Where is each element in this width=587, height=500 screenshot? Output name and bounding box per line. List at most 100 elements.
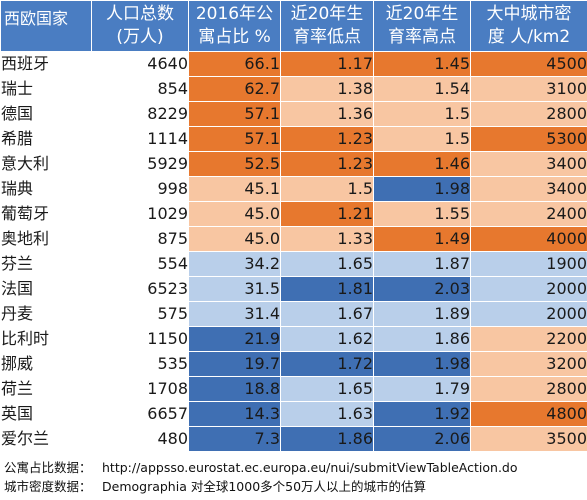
population-cell: 554 xyxy=(91,251,189,277)
population-cell: 1029 xyxy=(91,201,189,227)
fertility-low-cell: 1.63 xyxy=(280,401,374,427)
city-density-cell: 3500 xyxy=(470,426,587,452)
country-cell: 意大利 xyxy=(0,151,92,177)
fertility-low-cell: 1.65 xyxy=(280,251,374,277)
footer-apartment-url: http://appsso.eurostat.ec.europa.eu/nui/… xyxy=(102,460,518,475)
city-density-cell: 1900 xyxy=(470,251,587,277)
table-row: 荷兰 1708 18.8 1.65 1.79 2800 xyxy=(0,376,587,402)
population-cell: 1708 xyxy=(91,376,189,402)
population-cell: 480 xyxy=(91,426,189,452)
city-density-cell: 2800 xyxy=(470,376,587,402)
population-cell: 1150 xyxy=(91,326,189,352)
apartment-share-cell: 14.3 xyxy=(188,401,281,427)
apartment-share-cell: 57.1 xyxy=(188,126,281,152)
fertility-low-cell: 1.5 xyxy=(280,176,374,202)
fertility-low-cell: 1.36 xyxy=(280,101,374,127)
apartment-share-cell: 45.0 xyxy=(188,226,281,252)
fertility-low-cell: 1.67 xyxy=(280,301,374,327)
table-row: 西班牙 4640 66.1 1.17 1.45 4500 xyxy=(0,51,587,77)
fertility-low-cell: 1.65 xyxy=(280,376,374,402)
footer-density-label: 城市密度数据： xyxy=(4,479,92,494)
apartment-share-cell: 18.8 xyxy=(188,376,281,402)
header-city-density: 大中城市密度 人/km2 xyxy=(470,0,587,52)
fertility-high-cell: 1.98 xyxy=(373,176,471,202)
city-density-cell: 2400 xyxy=(470,201,587,227)
header-population: 人口总数 (万人) xyxy=(91,0,189,52)
population-cell: 875 xyxy=(91,226,189,252)
country-cell: 瑞士 xyxy=(0,76,92,102)
apartment-share-cell: 66.1 xyxy=(188,51,281,77)
city-density-cell: 3400 xyxy=(470,176,587,202)
table-row: 比利时 1150 21.9 1.62 1.86 2200 xyxy=(0,326,587,352)
city-density-cell: 2000 xyxy=(470,276,587,302)
apartment-share-cell: 7.3 xyxy=(188,426,281,452)
table-row: 丹麦 575 31.4 1.67 1.89 2000 xyxy=(0,301,587,327)
fertility-high-cell: 1.5 xyxy=(373,126,471,152)
country-cell: 瑞典 xyxy=(0,176,92,202)
country-cell: 芬兰 xyxy=(0,251,92,277)
population-cell: 1114 xyxy=(91,126,189,152)
city-density-cell: 3400 xyxy=(470,151,587,177)
country-cell: 爱尔兰 xyxy=(0,426,92,452)
apartment-share-cell: 45.0 xyxy=(188,201,281,227)
country-cell: 丹麦 xyxy=(0,301,92,327)
apartment-share-cell: 52.5 xyxy=(188,151,281,177)
fertility-high-cell: 1.46 xyxy=(373,151,471,177)
fertility-low-cell: 1.86 xyxy=(280,426,374,452)
fertility-low-cell: 1.21 xyxy=(280,201,374,227)
fertility-low-cell: 1.33 xyxy=(280,226,374,252)
fertility-low-cell: 1.81 xyxy=(280,276,374,302)
footer-apartment-label: 公寓占比数据： xyxy=(4,460,92,475)
population-cell: 535 xyxy=(91,351,189,377)
table-row: 奥地利 875 45.0 1.33 1.49 4000 xyxy=(0,226,587,252)
footer-apartment-source: 公寓占比数据： http://appsso.eurostat.ec.europa.… xyxy=(0,458,587,477)
fertility-high-cell: 2.06 xyxy=(373,426,471,452)
fertility-low-cell: 1.23 xyxy=(280,126,374,152)
city-density-cell: 4800 xyxy=(470,401,587,427)
fertility-high-cell: 1.55 xyxy=(373,201,471,227)
table-row: 英国 6657 14.3 1.63 1.92 4800 xyxy=(0,401,587,427)
footer-density-text: Demographia 对全球1000多个50万人以上的城市的估算 xyxy=(102,479,427,494)
fertility-high-cell: 1.86 xyxy=(373,326,471,352)
apartment-share-cell: 19.7 xyxy=(188,351,281,377)
country-cell: 比利时 xyxy=(0,326,92,352)
country-cell: 德国 xyxy=(0,101,92,127)
fertility-low-cell: 1.17 xyxy=(280,51,374,77)
fertility-high-cell: 1.45 xyxy=(373,51,471,77)
table-row: 德国 8229 57.1 1.36 1.5 2800 xyxy=(0,101,587,127)
fertility-high-cell: 1.54 xyxy=(373,76,471,102)
country-cell: 希腊 xyxy=(0,126,92,152)
country-cell: 葡萄牙 xyxy=(0,201,92,227)
city-density-cell: 4500 xyxy=(470,51,587,77)
fertility-high-cell: 1.5 xyxy=(373,101,471,127)
header-country: 西欧国家 xyxy=(0,0,92,52)
country-cell: 奥地利 xyxy=(0,226,92,252)
footer-density-source: 城市密度数据： Demographia 对全球1000多个50万人以上的城市的估算 xyxy=(0,477,587,496)
city-density-cell: 5300 xyxy=(470,126,587,152)
city-density-cell: 3200 xyxy=(470,351,587,377)
table-row: 法国 6523 31.5 1.81 2.03 2000 xyxy=(0,276,587,302)
table-row: 瑞士 854 62.7 1.38 1.54 3100 xyxy=(0,76,587,102)
header-row: 西欧国家 人口总数 (万人) 2016年公 寓占比 % 近20年生 育率低点 近20年… xyxy=(0,0,587,52)
city-density-cell: 4000 xyxy=(470,226,587,252)
table-row: 意大利 5929 52.5 1.23 1.46 3400 xyxy=(0,151,587,177)
table-row: 挪威 535 19.7 1.72 1.98 3200 xyxy=(0,351,587,377)
population-cell: 4640 xyxy=(91,51,189,77)
population-cell: 5929 xyxy=(91,151,189,177)
footer-sources: 公寓占比数据： http://appsso.eurostat.ec.europa.… xyxy=(0,458,587,496)
table-row: 希腊 1114 57.1 1.23 1.5 5300 xyxy=(0,126,587,152)
apartment-share-cell: 45.1 xyxy=(188,176,281,202)
apartment-share-cell: 31.4 xyxy=(188,301,281,327)
population-cell: 854 xyxy=(91,76,189,102)
fertility-high-cell: 2.03 xyxy=(373,276,471,302)
table-row: 芬兰 554 34.2 1.65 1.87 1900 xyxy=(0,251,587,277)
country-cell: 西班牙 xyxy=(0,51,92,77)
country-cell: 挪威 xyxy=(0,351,92,377)
header-fertility-high: 近20年生 育率高点 xyxy=(373,0,471,52)
table-row: 葡萄牙 1029 45.0 1.21 1.55 2400 xyxy=(0,201,587,227)
fertility-low-cell: 1.62 xyxy=(280,326,374,352)
city-density-cell: 2800 xyxy=(470,101,587,127)
fertility-low-cell: 1.38 xyxy=(280,76,374,102)
fertility-apartment-table: 西欧国家 人口总数 (万人) 2016年公 寓占比 % 近20年生 育率低点 近20年… xyxy=(0,0,587,452)
